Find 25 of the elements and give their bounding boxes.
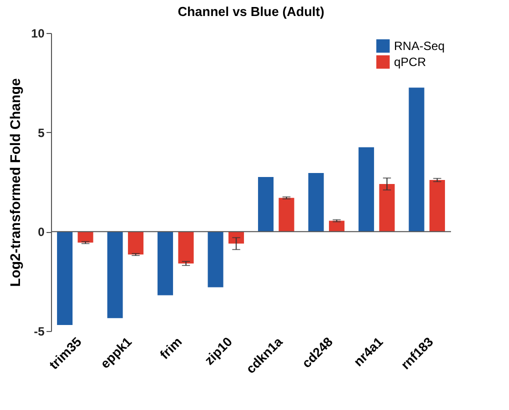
- y-tick-label: -5: [34, 324, 45, 338]
- bar: [429, 180, 445, 232]
- bar: [408, 88, 424, 232]
- y-tick-label: 10: [31, 26, 45, 40]
- bar: [208, 232, 224, 288]
- y-tick-label: 5: [38, 126, 45, 140]
- bar: [278, 198, 294, 232]
- y-tick-label: 0: [38, 225, 45, 240]
- bar: [228, 232, 244, 244]
- y-axis-title: Log2-transformed Fold Change: [7, 78, 24, 287]
- bar: [379, 184, 395, 232]
- bar: [178, 232, 194, 264]
- bar: [258, 177, 274, 232]
- bar: [158, 232, 174, 296]
- legend-label: RNA-Seq: [394, 39, 445, 53]
- bar: [328, 220, 344, 232]
- x-tick-label: frim: [156, 334, 185, 362]
- legend-label: qPCR: [394, 55, 426, 69]
- chart-title: Channel vs Blue (Adult): [178, 4, 324, 19]
- bar: [128, 232, 144, 255]
- bar: [358, 147, 374, 232]
- bar: [308, 173, 324, 232]
- bar: [57, 232, 73, 326]
- bar: [78, 232, 94, 243]
- bar: [107, 232, 123, 318]
